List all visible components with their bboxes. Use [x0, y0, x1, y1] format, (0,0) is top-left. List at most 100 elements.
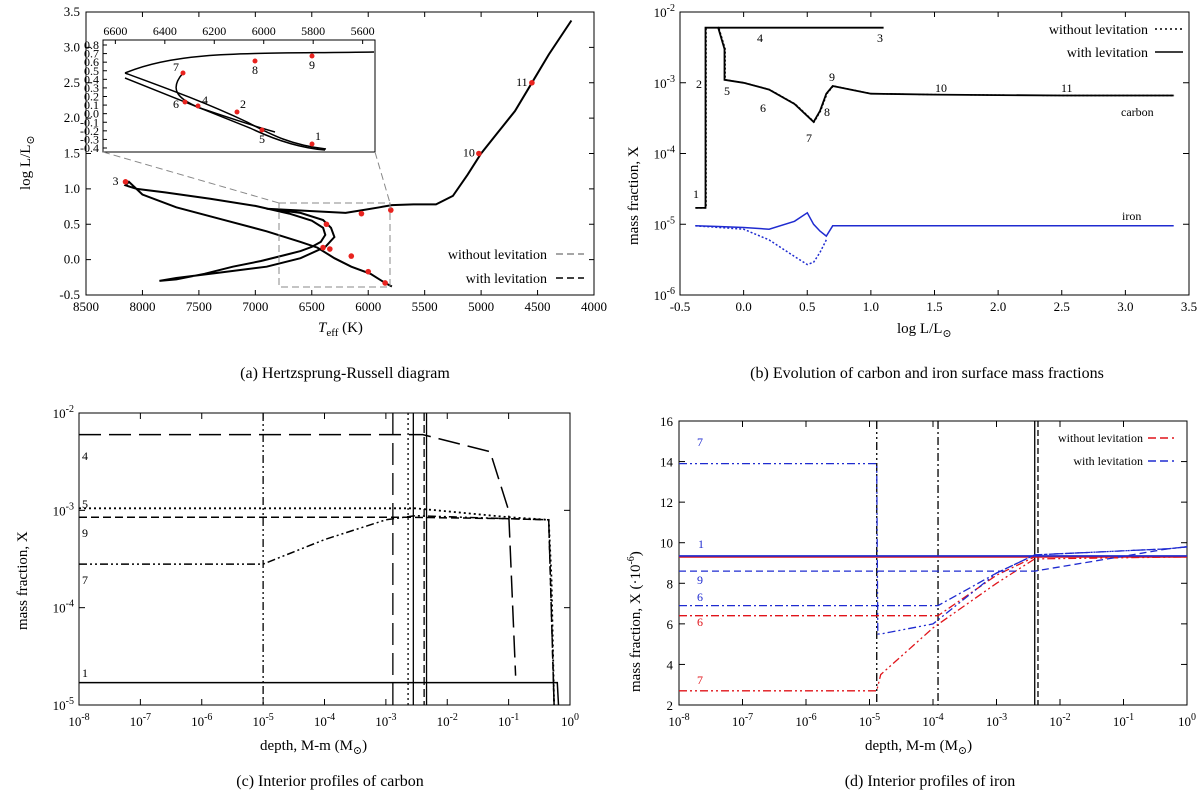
c-ytick-label: 10-2: [53, 404, 74, 421]
panel-b: -0.5 0.0 0.5 1.0 1.5 2.0 2.5 3.0 3.5 10-210-310-…: [626, 3, 1197, 382]
panel-d-x-ticks: 10-8 10-7 10-6 10-5 10-4 10-3 10-2 10-1 100: [668, 421, 1196, 729]
hr-marker-8: [358, 210, 365, 217]
c-ytick-label: 10-3: [53, 501, 74, 518]
inset-marker-9: [309, 53, 315, 59]
inset-ytick-label: 0.6: [84, 55, 99, 69]
a-xtick-label: 7000: [242, 299, 268, 314]
a-xtick-label: 5000: [468, 299, 494, 314]
iron-with-9: [679, 546, 1188, 572]
inset-ytick-label: 0.1: [84, 98, 99, 112]
b-ytick-label: 10-4: [654, 145, 675, 162]
inset-label-7: 7: [173, 60, 179, 74]
panel-b-xlabel: log L/L⊙: [897, 321, 952, 340]
iron-with-7: [679, 462, 1188, 635]
b-ytick-label: 10-5: [654, 215, 675, 232]
inset-ytick-label: -0.3: [80, 132, 99, 146]
panel-a-ylabel: log L/L⊙: [18, 135, 37, 190]
inset-marker-4: [195, 103, 201, 109]
hr-marker-6: [320, 244, 326, 251]
b-label-3: 3: [877, 31, 883, 45]
hr-marker-label-3: 3: [113, 174, 119, 188]
label-carbon: carbon: [1121, 105, 1154, 119]
a-xtick-label: 4500: [525, 299, 551, 314]
iron-with-levitation: [695, 211, 1174, 238]
b-label-6: 6: [760, 101, 766, 115]
d-xtick-label: 10-2: [1049, 712, 1070, 729]
c-xtick-label: 10-4: [314, 712, 335, 729]
hr-marker-4: [327, 246, 333, 252]
a-xtick-label: 7500: [186, 299, 212, 314]
c-xtick-label: 10-3: [375, 712, 396, 729]
hr-marker-1: [382, 280, 388, 286]
d-xtick-label: 10-1: [1113, 712, 1134, 729]
caption-c: (c) Interior profiles of carbon: [236, 773, 423, 790]
panel-b-y-ticks: 10-2 10-3 10-4 10-5 10-6: [654, 3, 1189, 303]
panel-a-legend: without levitation with levitation: [448, 248, 584, 287]
inset-label-1: 1: [315, 129, 321, 143]
a-ytick-label: 1.0: [64, 181, 80, 196]
b-legend-with: with levitation: [1067, 46, 1148, 61]
iron-with-6: [679, 546, 1188, 607]
panel-b-x-ticks: -0.5 0.0 0.5 1.0 1.5 2.0 2.5 3.0 3.5: [670, 12, 1197, 314]
panel-d-labels: 7 1 9 6 6 7: [697, 435, 704, 687]
a-xtick-label: 6500: [299, 299, 325, 314]
d-ytick-label: 10: [660, 536, 673, 551]
panel-c: 10-8 10-7 10-6 10-5 10-4 10-3 10-2 10-1 100 10-2…: [15, 404, 579, 790]
d-xtick-label: 10-5: [859, 712, 880, 729]
inset-track-2: [124, 77, 326, 151]
legend-with-levitation: with levitation: [466, 272, 547, 287]
b-xtick-label: 0.0: [736, 299, 752, 314]
inset-marker-labels: 7 8 9 6 4 2 5 1: [173, 58, 321, 146]
d-ytick-label: 6: [667, 617, 674, 632]
inset-xtick-label: 5600: [351, 24, 375, 38]
inset-ytick-label: -0.1: [80, 115, 99, 129]
c-xtick-label: 10-7: [130, 712, 151, 729]
inset-ytick-label: 0.0: [84, 107, 99, 121]
b-ytick-label: 10-6: [654, 286, 675, 303]
a-xtick-label: 8000: [129, 299, 155, 314]
c-label-5: 5: [82, 497, 88, 511]
b-label-8: 8: [824, 105, 830, 119]
panel-d-legend: without levitation with levitation: [1058, 431, 1174, 468]
a-ytick-label: 3.5: [64, 4, 80, 19]
inset-marker-7: [180, 70, 186, 76]
b-xtick-label: 1.5: [926, 299, 942, 314]
a-ytick-label: 2.5: [64, 75, 80, 90]
hr-marker-9: [388, 207, 394, 213]
a-ytick-label: 1.5: [64, 146, 80, 161]
panel-c-x-ticks: 10-8 10-7 10-6 10-5 10-4 10-3 10-2 10-1 100: [68, 413, 579, 729]
d-label-1-blue: 1: [698, 537, 704, 551]
inset-track-1: [124, 72, 327, 150]
a-xtick-label: 8500: [73, 299, 99, 314]
a-ytick-label: 2.0: [64, 110, 80, 125]
zoom-region: [278, 202, 391, 288]
inset-xtick-label: 6400: [153, 24, 177, 38]
iron-without-7: [679, 556, 1188, 692]
panel-b-ylabel: mass fraction, X: [626, 146, 642, 245]
b-legend-without: without levitation: [1049, 23, 1148, 38]
panel-a-xlabel: Teff (K): [318, 320, 363, 339]
d-ytick-label: 2: [667, 698, 674, 713]
inset-ytick-label: 0.5: [84, 64, 99, 78]
iron-without-6: [679, 556, 1187, 617]
inset-ytick-label: 0.3: [84, 81, 99, 95]
carbon-profile-1: [79, 681, 560, 706]
a-xtick-label: 4000: [581, 299, 607, 314]
hr-marker-10: [476, 150, 482, 157]
b-label-4: 4: [757, 31, 763, 45]
d-label-6-blue: 6: [697, 590, 703, 604]
panel-c-xlabel: depth, M-m (M⊙): [260, 738, 367, 757]
d-label-7-red: 7: [697, 673, 703, 687]
panel-d-xlabel: depth, M-m (M⊙): [865, 738, 972, 757]
inset-marker-2: [234, 109, 240, 115]
hr-marker-label-10: 10: [463, 146, 475, 160]
inset-markers: [180, 53, 315, 147]
inset-ytick-label: -0.2: [80, 124, 99, 138]
d-label-6-red: 6: [697, 615, 703, 629]
b-label-5: 5: [724, 84, 730, 98]
inset-xtick-label: 5800: [301, 24, 325, 38]
legend-without-levitation: without levitation: [448, 248, 547, 263]
inset-marker-8: [252, 58, 258, 64]
panel-d-ylabel: mass fraction, X (·10-6): [626, 551, 644, 692]
